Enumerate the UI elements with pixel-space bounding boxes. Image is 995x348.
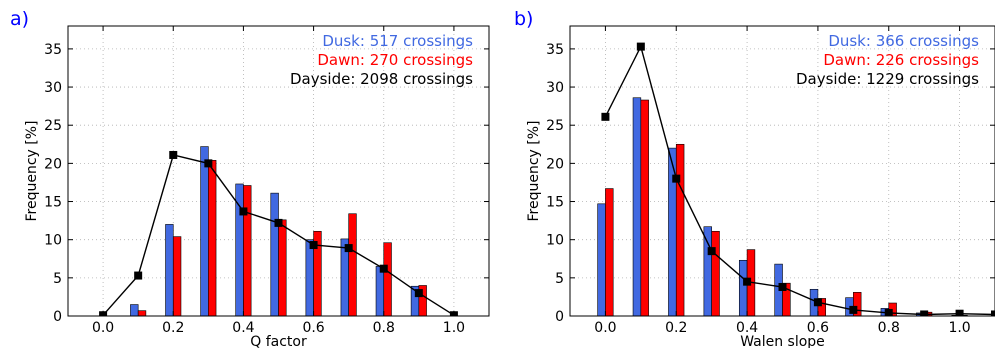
panel-b: 0 5 10 15 20 25 30 35 0.0 0.2 0.4 0.6 0.8 1.0 Walen sl…	[514, 8, 995, 348]
dayside-marker	[239, 207, 248, 216]
dusk-bar	[270, 192, 279, 316]
y-tick-label: 5	[53, 271, 62, 287]
y-tick-label: 25	[44, 118, 62, 134]
y-tick-label: 30	[546, 80, 564, 96]
plot-marks	[597, 42, 995, 316]
dawn-bar	[383, 242, 392, 316]
legend-dayside: Dayside: 1229 crossings	[796, 70, 979, 88]
dayside-marker	[414, 289, 423, 298]
dayside-marker	[920, 310, 929, 316]
y-tick-label: 5	[555, 271, 564, 287]
x-tick-label: 1.0	[443, 320, 465, 336]
panel-a: 0 5 10 15 20 25 30 35 0.0 0.2 0.4 0.6 0.8 1.0 Q factor…	[10, 8, 490, 348]
x-tick-label: 0.4	[736, 320, 758, 336]
y-tick-label: 0	[53, 309, 62, 325]
y-tick-label: 10	[44, 233, 62, 249]
y-tick-label: 10	[546, 233, 564, 249]
dusk-bar	[738, 259, 748, 316]
dayside-marker	[778, 283, 787, 291]
legend-dusk: Dusk: 517 crossings	[322, 32, 473, 50]
x-tick-label: 0.2	[162, 320, 184, 336]
dayside-marker	[344, 244, 353, 253]
dawn-bar	[605, 188, 614, 316]
legend-dusk: Dusk: 366 crossings	[828, 32, 979, 50]
dawn-bar	[348, 213, 357, 316]
x-axis-label: Walen slope	[740, 334, 825, 348]
dayside-marker	[134, 271, 143, 280]
dayside-marker	[274, 218, 283, 227]
panel-letter: b)	[514, 8, 533, 30]
dayside-marker	[309, 241, 318, 250]
y-tick-label: 15	[44, 195, 62, 211]
dayside-marker	[849, 305, 858, 314]
dusk-bar	[305, 239, 314, 316]
dayside-marker	[636, 42, 645, 51]
plot-marks	[99, 146, 458, 316]
legend-dawn: Dawn: 226 crossings	[823, 51, 979, 69]
plot-frame	[569, 25, 995, 317]
dusk-bar	[375, 266, 385, 316]
y-tick-label: 20	[44, 156, 62, 172]
x-tick-label: 0.8	[878, 320, 900, 336]
dayside-line	[604, 44, 995, 316]
y-tick-label: 20	[546, 156, 564, 172]
dusk-bar	[632, 97, 642, 316]
dawn-bar	[640, 99, 649, 316]
dawn-bar	[208, 160, 217, 316]
dawn-bar	[675, 143, 685, 316]
dawn-bar	[313, 230, 322, 316]
legend-dawn: Dawn: 270 crossings	[317, 51, 473, 69]
x-axis-label: Q factor	[250, 334, 307, 348]
dayside-marker	[601, 112, 610, 121]
y-tick-label: 0	[555, 309, 564, 325]
x-tick-label: 0.6	[807, 320, 829, 336]
x-tick-label: 0.2	[665, 320, 687, 336]
x-tick-label: 0.6	[302, 320, 324, 336]
y-tick-label: 35	[546, 42, 564, 58]
panel-letter: a)	[10, 8, 29, 30]
y-tick-label: 15	[546, 195, 564, 211]
x-tick-label: 0.0	[92, 320, 114, 336]
y-axis-label: Frequency [%]	[24, 120, 40, 221]
y-tick-label: 30	[44, 80, 62, 96]
dusk-bar	[130, 304, 139, 316]
legend-dayside: Dayside: 2098 crossings	[290, 70, 473, 88]
dusk-bar	[235, 183, 244, 316]
dawn-bar	[137, 310, 147, 316]
dayside-marker	[743, 277, 752, 286]
y-tick-label: 35	[44, 42, 62, 58]
x-tick-label: 0.4	[232, 320, 254, 336]
x-tick-label: 0.0	[594, 320, 616, 336]
dawn-bar	[711, 230, 720, 316]
dawn-bar	[243, 185, 252, 316]
dayside-marker	[813, 298, 822, 307]
dawn-bar	[172, 236, 182, 316]
dayside-marker	[169, 150, 178, 159]
y-tick-label: 25	[546, 118, 564, 134]
dusk-bar	[597, 203, 606, 316]
dusk-bar	[703, 226, 712, 316]
x-tick-label: 0.8	[373, 320, 395, 336]
plot-frame	[67, 25, 490, 317]
dusk-bar	[165, 224, 174, 316]
dayside-marker	[991, 310, 995, 316]
dayside-marker	[707, 247, 716, 256]
x-tick-label: 1.0	[948, 320, 970, 336]
dayside-marker	[379, 264, 388, 273]
dawn-bar	[418, 285, 427, 316]
y-axis-label: Frequency [%]	[526, 120, 542, 221]
dusk-bar	[200, 146, 209, 316]
dawn-bar	[278, 219, 287, 316]
dayside-marker	[672, 174, 681, 183]
dayside-marker	[204, 159, 213, 168]
